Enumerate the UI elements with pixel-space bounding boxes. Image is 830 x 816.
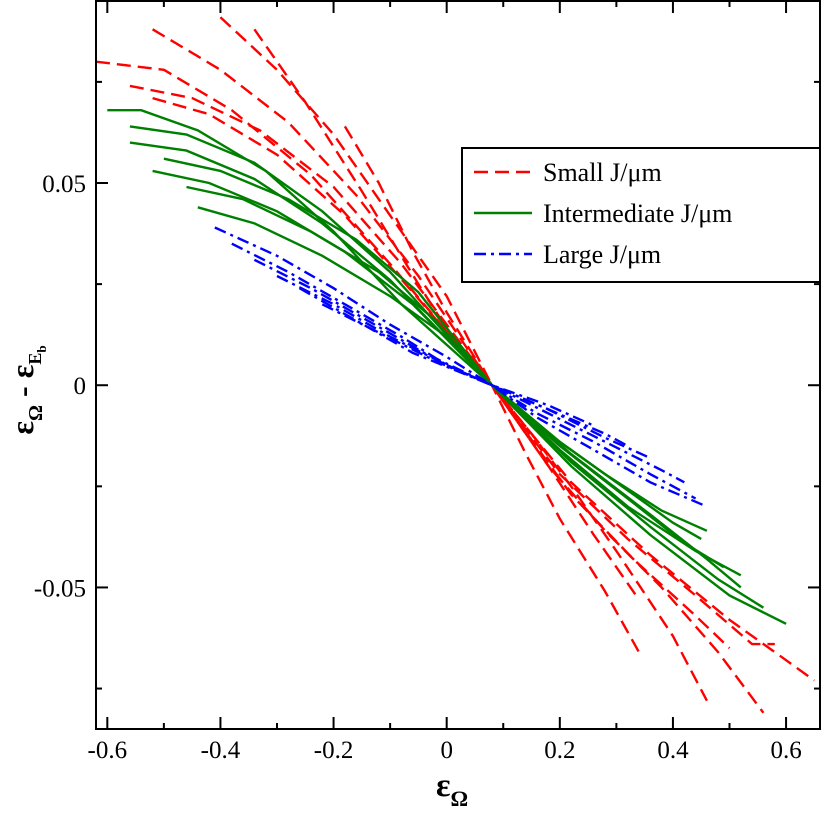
series-line-2-5 <box>321 303 595 427</box>
y-axis: -0.05 0 0.05 <box>34 80 820 690</box>
plot-frame <box>95 0 821 730</box>
x-tick-label: 0 <box>440 737 453 764</box>
series-line-0-5 <box>152 96 640 601</box>
series-line-0-4 <box>129 84 731 649</box>
series-line-2-2 <box>253 258 685 484</box>
series-line-1-4 <box>152 169 725 569</box>
legend-label: Small J/μm <box>543 158 662 187</box>
series-group-0 <box>96 16 816 714</box>
svg-text:εΩ - εEb: εΩ - εEb <box>4 345 49 434</box>
series-line-2-3 <box>276 274 651 460</box>
legend-label: Intermediate J/μm <box>543 199 732 228</box>
series-line-2-0 <box>214 226 708 508</box>
series-line-1-5 <box>186 185 702 540</box>
series-line-0-2 <box>151 28 775 646</box>
x-axis: -0.6 -0.4 -0.2 0 0.2 0.4 0.6 <box>88 1 802 764</box>
series-group-2 <box>214 226 708 508</box>
legend-box <box>461 147 821 283</box>
y-tick-label: -0.05 <box>34 575 86 602</box>
series-layer <box>96 16 816 714</box>
legend-label: Large J/μm <box>543 240 661 269</box>
legend: Small J/μm Intermediate J/μm Large J/μm <box>461 147 821 283</box>
x-tick-label: -0.6 <box>88 737 128 764</box>
x-tick-label: 0.2 <box>544 737 575 764</box>
x-tick-label: 0.4 <box>657 737 689 764</box>
series-line-1-6 <box>197 206 708 532</box>
series-group-1 <box>107 108 787 625</box>
y-tick-label: 0 <box>74 373 87 400</box>
series-line-0-1 <box>219 16 765 714</box>
x-axis-title: εΩ <box>436 767 468 811</box>
series-line-1-3 <box>163 157 742 577</box>
x-tick-label: -0.4 <box>201 737 241 764</box>
x-tick-label: -0.2 <box>314 737 354 764</box>
x-tick-label: 0.6 <box>770 737 801 764</box>
y-axis-title: εΩ - εEb <box>4 345 49 434</box>
y-tick-label: 0.05 <box>42 171 86 198</box>
